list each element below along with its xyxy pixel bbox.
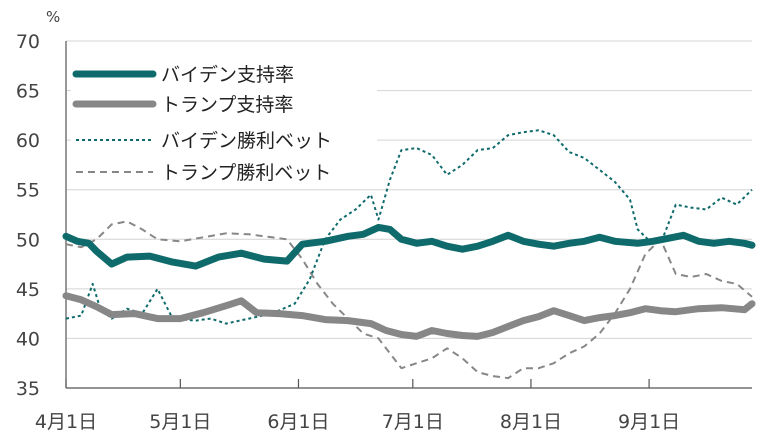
y-axis: 35 40 45 50 55 60 65 70 <box>16 31 67 400</box>
x-tick-label: 9月1日 <box>618 411 680 433</box>
y-tick-label: 60 <box>16 130 40 152</box>
series-line-3 <box>65 220 753 380</box>
x-tick-label: 4月1日 <box>35 411 97 433</box>
x-tick-label: 5月1日 <box>149 411 211 433</box>
y-tick-label: 40 <box>16 328 40 350</box>
y-tick-label: 45 <box>16 279 40 301</box>
y-tick-label: 50 <box>16 229 40 251</box>
series-line-0 <box>62 223 756 270</box>
x-axis: 4月1日 5月1日 6月1日 7月1日 8月1日 9月1日 <box>35 379 752 433</box>
series-line-1 <box>62 292 756 340</box>
legend-label-1: トランプ支持率 <box>161 94 293 116</box>
y-tick-label: 55 <box>16 180 40 202</box>
x-tick-label: 6月1日 <box>267 411 329 433</box>
y-tick-label: 70 <box>16 31 40 53</box>
y-unit-label: % <box>46 8 60 26</box>
series-group <box>62 129 756 380</box>
legend-label-3: トランプ勝利ベット <box>161 162 331 184</box>
legend-label-2: バイデン勝利ベット <box>161 130 332 152</box>
y-tick-label: 65 <box>16 81 40 103</box>
series-line-2 <box>65 129 753 325</box>
x-tick-label: 7月1日 <box>382 411 444 433</box>
y-tick-label: 35 <box>16 378 40 400</box>
x-tick-label: 8月1日 <box>500 411 562 433</box>
legend-background <box>71 58 377 188</box>
legend-label-0: バイデン支持率 <box>161 64 294 86</box>
